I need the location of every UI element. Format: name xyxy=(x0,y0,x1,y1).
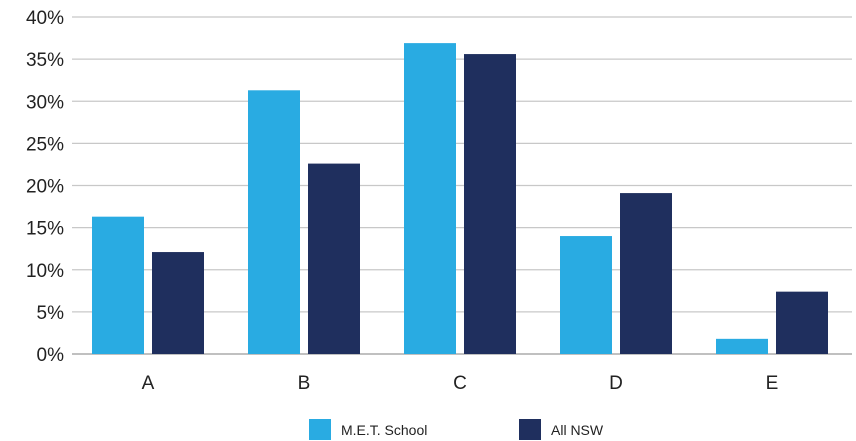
x-category-label: A xyxy=(142,373,155,394)
bar-met-school-d xyxy=(560,236,612,354)
legend-label: All NSW xyxy=(551,422,604,438)
x-category-label: D xyxy=(609,373,623,394)
x-category-label: C xyxy=(453,373,467,394)
x-category-label: B xyxy=(298,373,311,394)
legend-label: M.E.T. School xyxy=(341,422,427,438)
bar-all-nsw-d xyxy=(620,193,672,354)
y-tick-label: 0% xyxy=(37,345,65,366)
legend: M.E.T. School All NSW xyxy=(309,419,604,440)
bar-met-school-e xyxy=(716,338,768,354)
y-tick-label: 20% xyxy=(26,177,64,198)
x-axis-category-labels: A B C D E xyxy=(142,373,779,394)
x-category-label: E xyxy=(766,373,779,394)
y-axis-tick-labels: 0% 5% 10% 15% 20% 25% 30% 35% 40% xyxy=(26,8,64,366)
bar-met-school-a xyxy=(92,216,144,354)
bar-all-nsw-e xyxy=(776,291,828,354)
bar-met-school-b xyxy=(248,90,300,355)
y-tick-label: 25% xyxy=(26,134,64,155)
y-tick-label: 40% xyxy=(26,8,64,29)
bar-met-school-c xyxy=(404,43,456,355)
bar-all-nsw-a xyxy=(152,252,204,354)
y-tick-label: 15% xyxy=(26,219,64,240)
y-tick-label: 10% xyxy=(26,261,64,282)
bar-all-nsw-c xyxy=(464,54,516,354)
y-tick-label: 35% xyxy=(26,50,64,71)
y-tick-label: 5% xyxy=(37,303,65,324)
bars xyxy=(92,43,828,355)
y-tick-label: 30% xyxy=(26,92,64,113)
legend-swatch xyxy=(519,419,541,440)
bar-all-nsw-b xyxy=(308,163,360,354)
legend-swatch xyxy=(309,419,331,440)
